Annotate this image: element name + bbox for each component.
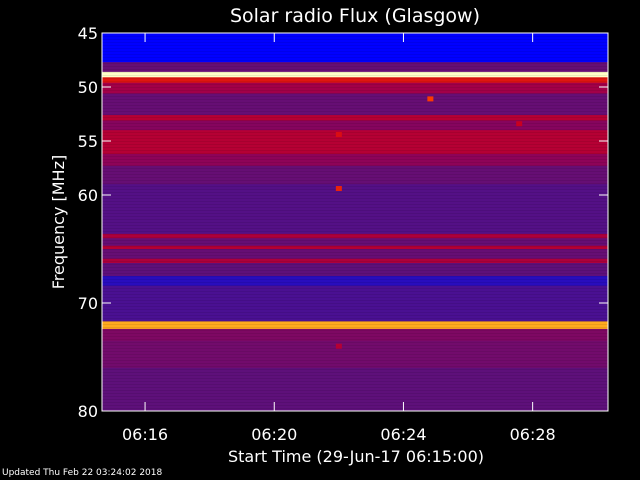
band-20: [102, 321, 608, 330]
y-tick-label-45: 45: [78, 24, 98, 43]
x-tick-label-06:16: 06:16: [122, 425, 168, 444]
band-17: [102, 263, 608, 277]
band-13: [102, 238, 608, 247]
x-axis-label: Start Time (29-Jun-17 06:15:00): [228, 447, 484, 466]
x-tick-label-06:28: 06:28: [510, 425, 556, 444]
band-22: [102, 340, 608, 369]
band-11: [102, 184, 608, 235]
chart-title: Solar radio Flux (Glasgow): [230, 5, 480, 27]
band-12: [102, 233, 608, 239]
burst-event-4: [516, 121, 523, 127]
band-3: [102, 77, 608, 84]
band-0: [102, 33, 608, 63]
band-5: [102, 93, 608, 116]
band-4: [102, 82, 608, 95]
y-axis-label: Frequency [MHz]: [49, 155, 68, 289]
y-tick-label-80: 80: [78, 402, 98, 421]
burst-event-3: [427, 96, 434, 102]
band-18: [102, 276, 608, 287]
x-tick-label-06:24: 06:24: [380, 425, 426, 444]
band-16: [102, 258, 608, 264]
updated-timestamp: Updated Thu Feb 22 03:24:02 2018: [2, 468, 163, 478]
band-23: [102, 367, 608, 411]
band-10: [102, 165, 608, 185]
y-tick-label-60: 60: [78, 186, 98, 205]
band-21: [102, 328, 608, 342]
x-tick-label-06:20: 06:20: [251, 425, 297, 444]
band-7: [102, 120, 608, 131]
y-tick-label-70: 70: [78, 294, 98, 313]
band-6: [102, 115, 608, 122]
plot-frame: [101, 32, 609, 412]
burst-event-0: [335, 132, 342, 138]
burst-event-2: [335, 343, 342, 349]
burst-event-1: [335, 186, 342, 192]
band-1: [102, 62, 608, 73]
plot-area: [102, 33, 608, 411]
band-14: [102, 245, 608, 250]
y-tick-label-50: 50: [78, 78, 98, 97]
band-8: [102, 130, 608, 155]
band-2: [102, 71, 608, 78]
band-19: [102, 285, 608, 322]
y-tick-label-55: 55: [78, 132, 98, 151]
axis-ticks: 45 50 55 60 70 80 06:16 06:20 06:24 06:28: [78, 24, 608, 444]
band-15: [102, 249, 608, 260]
band-9: [102, 153, 608, 167]
